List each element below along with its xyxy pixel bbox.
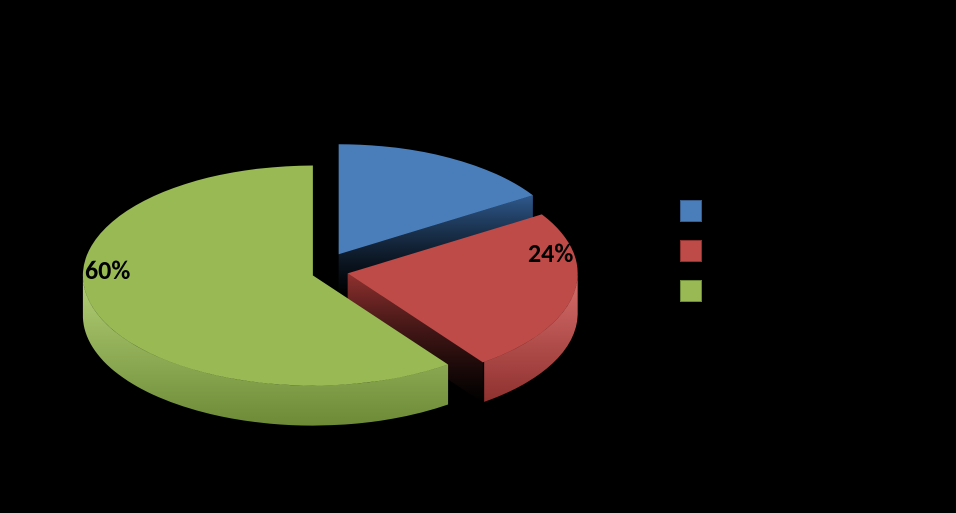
pie-chart-svg	[0, 0, 956, 513]
legend-swatch-2	[680, 240, 702, 262]
legend-label-1: Series 1	[712, 202, 763, 221]
legend-item-2: Series 2	[680, 240, 763, 262]
slice-3-label: 60%	[85, 254, 130, 286]
pie-chart-container: 16% 24% 60% Series 1 Series 2 Series 3	[0, 0, 956, 513]
legend-item-1: Series 1	[680, 200, 763, 222]
legend-label-2: Series 2	[712, 242, 763, 261]
chart-legend: Series 1 Series 2 Series 3	[680, 200, 763, 302]
legend-label-3: Series 3	[712, 282, 763, 301]
legend-swatch-1	[680, 200, 702, 222]
legend-item-3: Series 3	[680, 280, 763, 302]
slice-2-label: 24%	[528, 237, 573, 269]
legend-swatch-3	[680, 280, 702, 302]
slice-1-label: 16%	[410, 125, 448, 152]
